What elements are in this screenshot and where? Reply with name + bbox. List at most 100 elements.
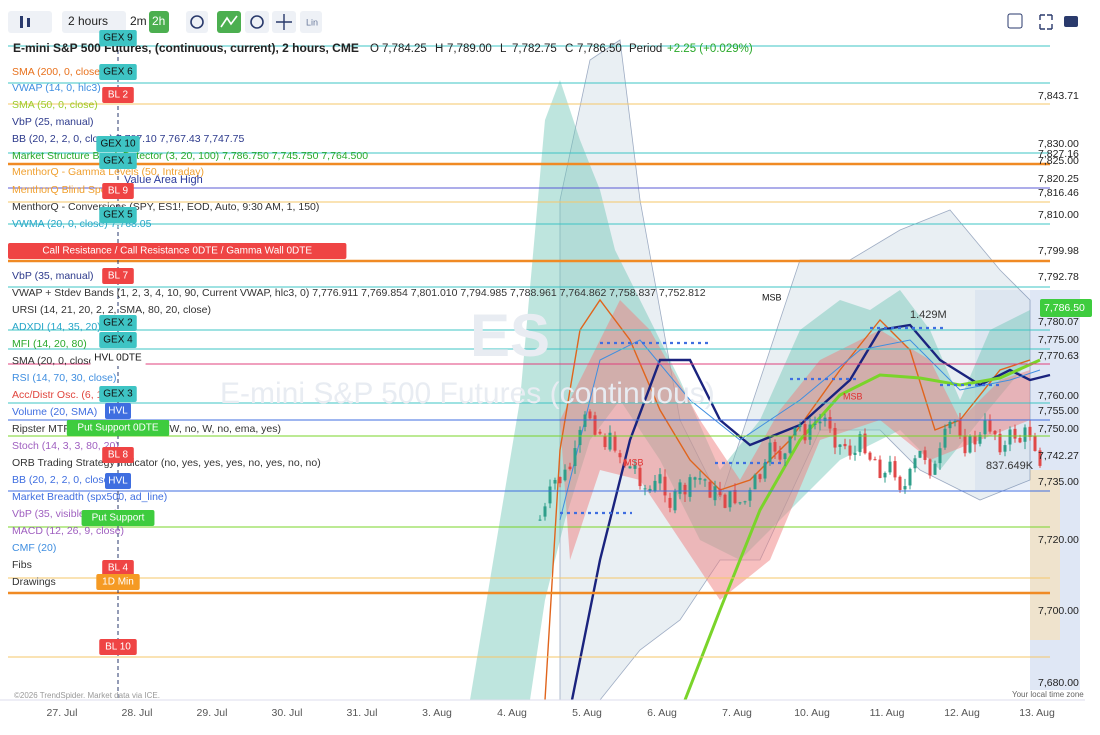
chart-title: E-mini S&P 500 Futures, (continuous, cur…: [13, 41, 359, 55]
current-price-box: [1040, 299, 1092, 317]
icon: [276, 14, 292, 30]
date-label: 5. Aug: [572, 707, 602, 719]
interval-button-active[interactable]: [149, 11, 169, 33]
level-tag-label: GEX 1: [103, 156, 133, 167]
scale-button[interactable]: [300, 11, 322, 33]
level-tag: [102, 183, 134, 199]
price-label: 7,830.00: [1038, 138, 1079, 150]
candle-body: [693, 477, 697, 480]
level-tag-label: BL 2: [108, 90, 129, 101]
candle-body: [623, 459, 627, 466]
icon-button[interactable]: [1007, 13, 1023, 29]
level-tag-label: GEX 5: [103, 210, 133, 221]
level-tag: [102, 560, 134, 576]
candle-body: [658, 474, 662, 484]
level-tag-label: BL 7: [108, 271, 129, 282]
ohlc-key: H: [435, 43, 443, 55]
candle-body: [563, 469, 567, 481]
candle-body: [1008, 429, 1012, 445]
indicator-label: ORB Trading Strategy Indicator (no, yes,…: [12, 457, 321, 469]
candles: [538, 409, 1042, 521]
candle-body: [668, 497, 672, 508]
level-tags: GEX 9 GEX 6 BL 2 GEX 10 GEX 1 BL 9 GEX 5 Call R…: [8, 30, 347, 655]
interval-button-label: 2m: [130, 14, 147, 28]
ohlc-value: 7,789.00: [447, 43, 492, 55]
candle-body: [918, 450, 922, 458]
level-tag-label: HVL: [108, 406, 128, 417]
indicator-list: SMA (200, 0, close) VWAP (14, 0, hlc3) SMA…: [12, 66, 706, 588]
candle-body: [613, 435, 617, 451]
level-tag-label: GEX 4: [103, 335, 133, 346]
level-tag-label: BL 9: [108, 186, 129, 197]
price-label: 7,843.71: [1038, 90, 1079, 102]
candle-body: [853, 452, 857, 455]
price-label: 7,750.00: [1038, 423, 1079, 435]
level-tag: [81, 510, 155, 526]
indicator-label: URSI (14, 21, 20, 2, 2, SMA, 80, 20, clo…: [12, 304, 211, 316]
date-label: 30. Jul: [272, 707, 303, 719]
candle-body: [698, 478, 702, 480]
candle-body: [783, 453, 787, 460]
interval-button[interactable]: [127, 11, 149, 33]
level-tag: [8, 243, 347, 259]
candle-body: [843, 443, 847, 447]
date-label: 31. Jul: [347, 707, 378, 719]
candle-body: [1038, 450, 1042, 466]
price-label: 7,720.00: [1038, 534, 1079, 546]
candle-body: [998, 433, 1002, 453]
candle-body: [673, 491, 677, 511]
candle-body: [573, 448, 577, 467]
candle-body: [898, 476, 902, 490]
level-tag: [99, 30, 137, 46]
candle-body: [708, 481, 712, 498]
candle-body: [763, 462, 767, 479]
indicator-label: BB (20, 2, 2, 0, close): [12, 474, 113, 486]
candle-body: [703, 479, 707, 481]
indicator-label: MenthorQ Blind Spots: [12, 184, 115, 196]
candle-body: [1003, 445, 1007, 452]
ohlc-key: C: [565, 43, 573, 55]
annotation: 1.429M: [910, 309, 947, 321]
indicator-label: Volume (20, SMA): [12, 406, 97, 418]
fullscreen-button[interactable]: [1039, 14, 1053, 30]
level-tag: [102, 447, 134, 463]
settings-button[interactable]: [186, 11, 208, 33]
level-tag-label: HVL 0DTE: [94, 353, 142, 364]
candle-body: [618, 453, 622, 458]
annotation: 837.649K: [986, 460, 1034, 472]
price-label: 7,780.07: [1038, 316, 1079, 328]
candle-body: [548, 486, 552, 504]
clock-button[interactable]: [245, 11, 269, 33]
price-label: 7,742.27: [1038, 450, 1079, 462]
candle-body: [968, 436, 972, 453]
candle-body: [748, 489, 752, 501]
level-tag-label: Put Support: [92, 513, 145, 524]
candle-body: [723, 494, 727, 508]
price-label: 7,792.78: [1038, 271, 1079, 283]
line: [559, 339, 1041, 521]
camera-button[interactable]: [1064, 16, 1078, 27]
candle-body: [963, 435, 967, 454]
candle-body: [678, 482, 682, 494]
candle-body: [653, 480, 657, 492]
level-tag-label: HVL: [108, 476, 128, 487]
candle-body: [1028, 426, 1032, 438]
date-label: 12. Aug: [944, 707, 980, 719]
candle-body: [923, 450, 927, 460]
price-label: 7,786.50: [1044, 302, 1085, 314]
interval-select[interactable]: [62, 11, 126, 33]
level-tag-label: BL 8: [108, 450, 129, 461]
candle-body: [593, 415, 597, 435]
price-label: 7,770.63: [1038, 350, 1079, 362]
level-tag-label: Call Resistance / Call Resistance 0DTE /…: [42, 246, 312, 257]
candle-body: [778, 450, 782, 460]
annotation: Value Area High: [124, 174, 203, 186]
candle-body: [858, 434, 862, 453]
price-label: 7,810.00: [1038, 209, 1079, 221]
candle-body: [683, 484, 687, 495]
indicator-label: MFI (14, 20, 80): [12, 338, 87, 350]
price-label: 7,680.00: [1038, 677, 1079, 689]
level-tag-label: GEX 9: [103, 33, 133, 44]
indicator-label: Market Structure Break Detector (3, 20, …: [12, 150, 368, 162]
